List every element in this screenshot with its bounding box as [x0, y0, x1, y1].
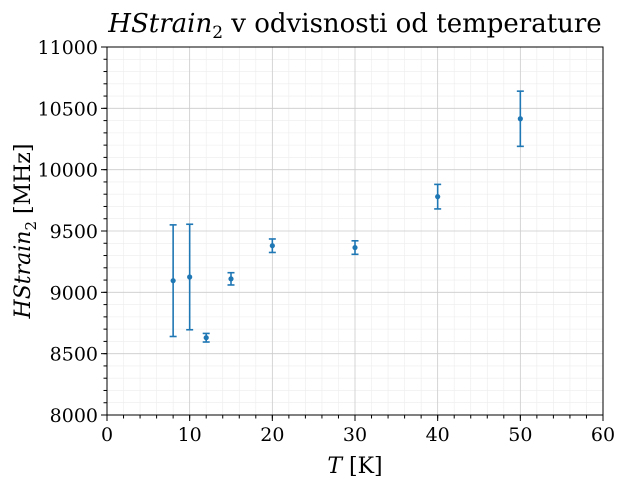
- data-point: [269, 243, 275, 249]
- data-point-group: [186, 223, 194, 331]
- data-point-group: [227, 271, 235, 286]
- ylabel-subscript: 2: [22, 221, 40, 231]
- data-point: [228, 276, 234, 282]
- y-axis-label: HStrain2 [MHz]: [11, 144, 40, 320]
- xlabel-main: T: [327, 454, 344, 479]
- x-tick-label: 30: [343, 424, 367, 446]
- x-axis-label: T [K]: [327, 454, 382, 479]
- x-tick-label: 10: [178, 424, 202, 446]
- data-point: [352, 244, 358, 251]
- x-tick-label: 20: [260, 424, 284, 446]
- data-point: [435, 194, 441, 200]
- y-tick-label: 8500: [50, 344, 98, 366]
- ticks: 0 10 20 30 40 50 60 8000 8500 9000 9500 10000 10500 1…: [38, 37, 616, 446]
- data-point-group: [268, 238, 276, 254]
- data-point-group: [516, 90, 524, 148]
- grid: [106, 46, 604, 416]
- y-tick-label: 10500: [38, 98, 98, 120]
- title-rest: v odvisnosti od temperature: [223, 9, 602, 39]
- data-point: [187, 274, 193, 280]
- y-tick-label: 10000: [38, 160, 98, 182]
- data-point-group: [169, 224, 177, 338]
- x-tick-label: 50: [508, 424, 532, 446]
- x-tick-label: 60: [591, 424, 615, 446]
- ylabel-unit: [MHz]: [11, 144, 36, 221]
- title-subscript: 2: [212, 23, 223, 43]
- y-tick-label: 11000: [38, 37, 98, 59]
- title-main: HStrain: [107, 9, 212, 39]
- y-tick-label: 9000: [50, 282, 98, 304]
- data-point-group: [351, 240, 359, 256]
- data-point-group: [434, 183, 442, 210]
- x-tick-label: 0: [101, 424, 113, 446]
- y-tick-label: 8000: [50, 405, 98, 427]
- data-point: [517, 116, 523, 122]
- chart-title: HStrain2 v odvisnosti od temperature: [107, 9, 601, 43]
- data-point: [203, 335, 209, 341]
- y-tick-label: 9500: [50, 221, 98, 243]
- xlabel-unit: [K]: [342, 454, 383, 479]
- data-point: [170, 278, 176, 284]
- x-tick-label: 40: [426, 424, 450, 446]
- data-points: [169, 90, 524, 343]
- data-point-group: [202, 332, 210, 343]
- ylabel-main: HStrain: [11, 231, 36, 320]
